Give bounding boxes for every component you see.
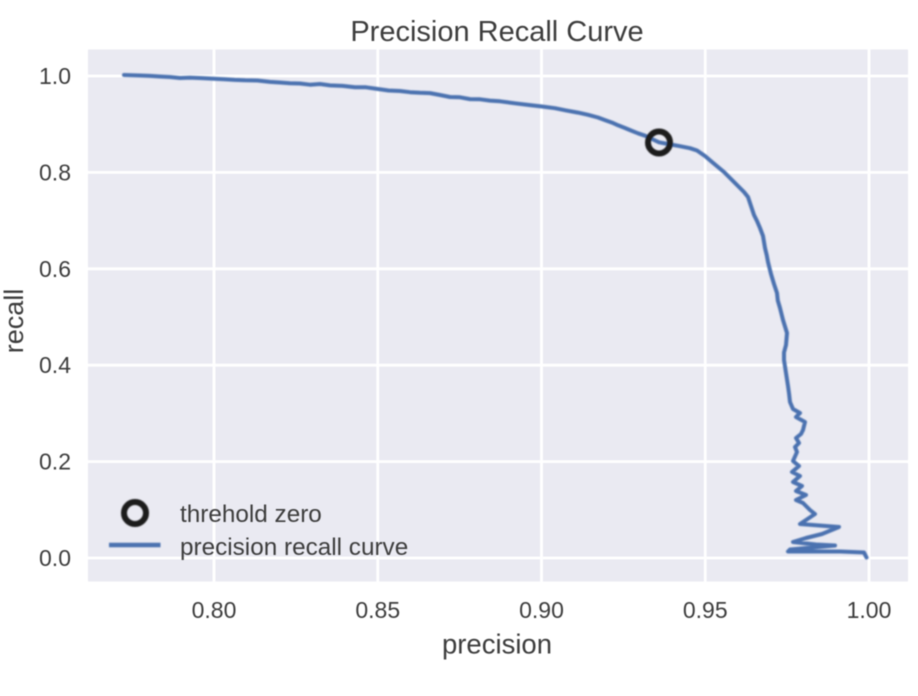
svg-text:precision: precision [442,629,552,660]
svg-text:0.8: 0.8 [39,159,71,185]
svg-text:Precision Recall Curve: Precision Recall Curve [350,16,643,48]
svg-text:0.0: 0.0 [39,545,71,571]
svg-text:0.80: 0.80 [192,597,237,623]
svg-text:precision recall curve: precision recall curve [180,534,408,561]
svg-text:threhold zero: threhold zero [180,501,322,528]
svg-text:0.4: 0.4 [39,352,71,378]
svg-text:1.00: 1.00 [847,597,892,623]
svg-text:0.2: 0.2 [39,449,71,475]
svg-text:recall: recall [0,289,29,354]
svg-text:1.0: 1.0 [39,63,71,89]
svg-text:0.85: 0.85 [355,597,400,623]
svg-text:0.6: 0.6 [39,256,71,282]
svg-text:0.95: 0.95 [683,597,728,623]
svg-text:0.90: 0.90 [519,597,564,623]
